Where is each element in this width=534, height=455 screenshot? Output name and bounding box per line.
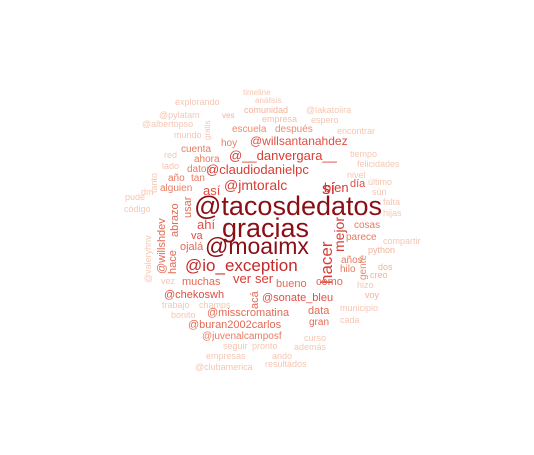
word: champs bbox=[199, 300, 231, 310]
word: @albertopso bbox=[142, 119, 194, 129]
word: bien bbox=[324, 180, 349, 195]
word: @buran2002carlos bbox=[188, 319, 282, 331]
word: pude bbox=[125, 192, 146, 202]
word: compartir bbox=[383, 236, 421, 246]
word: ser bbox=[255, 271, 274, 286]
word: comunidad bbox=[244, 105, 289, 115]
word: parece bbox=[346, 232, 377, 243]
word: cosas bbox=[354, 220, 381, 231]
word: @lakatoiira bbox=[306, 105, 352, 115]
word: seguir bbox=[223, 341, 248, 351]
word: usar bbox=[182, 196, 194, 218]
word: último bbox=[368, 177, 393, 187]
word: timeline bbox=[243, 88, 271, 97]
word: abrazo bbox=[169, 203, 181, 237]
word: dos bbox=[378, 262, 393, 272]
word: pronto bbox=[252, 341, 278, 351]
word: mejor bbox=[331, 216, 347, 252]
word: hizo bbox=[357, 280, 374, 290]
word: lado bbox=[162, 161, 180, 171]
word: curso bbox=[304, 333, 327, 343]
word: día bbox=[350, 178, 366, 190]
word: hijas bbox=[383, 208, 402, 218]
word: alguien bbox=[160, 183, 193, 194]
word: red bbox=[164, 150, 178, 160]
word: @chekoswh bbox=[164, 289, 225, 301]
word: ahora bbox=[194, 154, 220, 165]
word: así bbox=[203, 183, 221, 198]
word: gente bbox=[358, 254, 369, 280]
word: hilo bbox=[340, 264, 356, 275]
word: felicidades bbox=[357, 159, 400, 169]
word: como bbox=[316, 276, 343, 288]
word: falta bbox=[383, 197, 401, 207]
word: muchas bbox=[182, 276, 221, 288]
word: dm bbox=[141, 187, 154, 197]
word: código bbox=[124, 204, 151, 214]
word: @juvenalcamposf bbox=[202, 331, 282, 342]
word: empresas bbox=[206, 351, 246, 361]
word: hoy bbox=[221, 138, 238, 149]
word: gratis bbox=[203, 120, 212, 140]
word: bonito bbox=[171, 310, 196, 320]
word: explorando bbox=[175, 97, 220, 107]
word: sún bbox=[372, 187, 387, 197]
word: ando bbox=[272, 351, 293, 361]
word: @claudiodanielpc bbox=[206, 162, 309, 177]
word: @willsantanahdez bbox=[250, 134, 348, 148]
word: después bbox=[275, 124, 313, 135]
word: creo bbox=[370, 270, 388, 280]
word: @pylatam bbox=[159, 110, 200, 120]
word: gracias bbox=[222, 213, 310, 243]
word: municipio bbox=[340, 303, 379, 313]
word: @valeryhnv bbox=[143, 235, 153, 283]
word: nivel bbox=[347, 170, 366, 180]
word: va bbox=[191, 230, 203, 242]
word: trabajo bbox=[162, 300, 190, 310]
word: escuela bbox=[232, 124, 267, 135]
word: @moaimx bbox=[205, 233, 309, 259]
word: sí bbox=[322, 179, 336, 198]
word: vez bbox=[161, 276, 176, 286]
word: @clubamerica bbox=[195, 362, 253, 372]
word: gran bbox=[309, 317, 330, 328]
word: hace bbox=[167, 250, 179, 274]
word: tiempo bbox=[350, 149, 378, 159]
word: análisis bbox=[255, 96, 282, 105]
word: espero bbox=[311, 115, 339, 125]
word: data bbox=[308, 305, 330, 317]
word: @jmtoralc bbox=[224, 177, 288, 193]
word: además bbox=[294, 342, 327, 352]
word: resultados bbox=[265, 359, 307, 369]
word: años bbox=[341, 255, 363, 266]
word: @misscromatina bbox=[207, 307, 290, 319]
word: @sonate_bleu bbox=[262, 292, 334, 304]
word: encontrar bbox=[337, 126, 376, 136]
word: @tacosdedatos bbox=[194, 191, 383, 221]
word: @io_exception bbox=[185, 256, 298, 275]
word: ojalá bbox=[180, 241, 204, 253]
word: ves bbox=[222, 111, 235, 120]
word: datos bbox=[187, 164, 212, 175]
word: mundo bbox=[174, 130, 202, 140]
word: voy bbox=[365, 290, 380, 300]
word: empresa bbox=[262, 114, 298, 124]
word: ver bbox=[233, 271, 252, 286]
word: bueno bbox=[276, 278, 307, 290]
word: cada bbox=[340, 315, 360, 325]
word: tanto bbox=[149, 172, 159, 193]
word: python bbox=[368, 245, 396, 255]
word: tan bbox=[191, 173, 205, 184]
word: cuenta bbox=[181, 144, 212, 155]
word: año bbox=[168, 173, 185, 184]
word: @__danvergara__ bbox=[229, 148, 337, 163]
word: ahí bbox=[197, 217, 216, 232]
